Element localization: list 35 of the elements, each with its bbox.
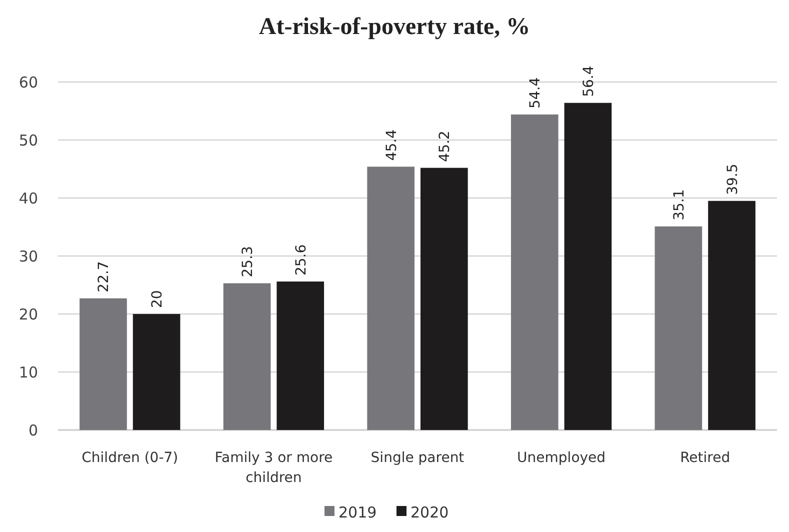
bar <box>654 226 702 430</box>
y-tick-label: 0 <box>28 421 38 440</box>
x-tick-label: Family 3 or more children <box>214 450 333 486</box>
data-label: 45.2 <box>437 130 454 162</box>
y-tick-label: 20 <box>18 305 38 324</box>
bar <box>708 200 756 430</box>
legend-label: 2020 <box>410 503 449 522</box>
bar <box>80 298 127 430</box>
bar <box>276 282 324 430</box>
chart-title: At-risk-of-poverty rate, % <box>258 14 530 40</box>
legend-label: 2019 <box>338 503 377 522</box>
x-tick-label: Retired <box>680 450 730 466</box>
data-label: 25.6 <box>293 244 310 276</box>
bar <box>367 166 414 430</box>
y-tick-label: 30 <box>18 247 38 266</box>
bar <box>510 114 558 430</box>
data-label: 22.7 <box>96 261 112 292</box>
data-label: 20 <box>150 290 166 308</box>
data-label: 45.4 <box>384 129 400 161</box>
y-tick-label: 40 <box>18 189 38 208</box>
data-label: 39.5 <box>724 164 741 195</box>
data-label: 56.4 <box>580 66 597 97</box>
data-label: 54.4 <box>528 77 544 108</box>
x-tick-label: Children (0-7) <box>82 450 178 466</box>
x-tick-label: Single parent <box>370 450 465 466</box>
data-label: 25.3 <box>240 246 256 278</box>
y-tick-label: 10 <box>18 363 38 382</box>
bar <box>564 102 612 430</box>
x-tick-label: Unemployed <box>517 450 606 466</box>
y-tick-label: 60 <box>18 73 38 92</box>
bar <box>132 314 180 430</box>
bar <box>420 168 468 430</box>
data-label: 35.1 <box>671 189 688 220</box>
bar <box>223 283 271 430</box>
y-tick-label: 50 <box>18 131 38 150</box>
